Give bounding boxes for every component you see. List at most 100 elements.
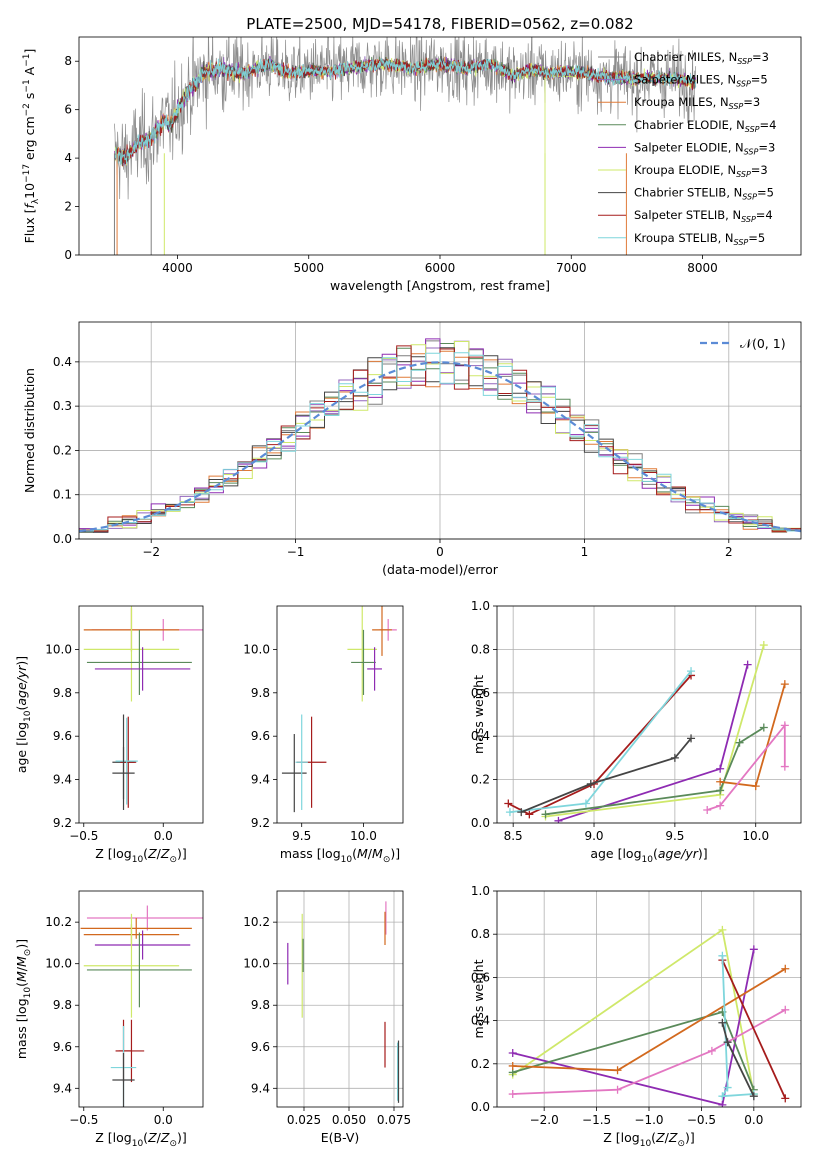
y-tick-label: 9.8 <box>53 998 72 1012</box>
histogram-kroupa_stelib <box>79 352 801 532</box>
legend-sub: SSP <box>744 147 759 156</box>
legend-entry: Salpeter MILES, NSSP=5 <box>634 73 768 89</box>
x-tick-label: 0.025 <box>287 1113 321 1127</box>
label-part: M <box>14 956 29 967</box>
label-part: 10 <box>132 855 144 865</box>
x-tick-label: 0.0 <box>154 829 173 843</box>
label-part: −1 <box>22 79 32 92</box>
label-part: ( <box>143 1130 148 1145</box>
y-tick-label: 9.6 <box>53 1040 72 1054</box>
y-tick-label: 10.0 <box>45 642 72 656</box>
label-part: age [log <box>590 846 641 861</box>
label-part: ( <box>651 1130 656 1145</box>
label-part: E(B-V) <box>321 1130 360 1145</box>
label-part: ⊙ <box>169 855 177 865</box>
legend-entry: Kroupa ELODIE, NSSP=3 <box>634 163 768 179</box>
y-tick-label: 9.2 <box>53 816 72 830</box>
label-part: Z [log <box>95 1130 131 1145</box>
panel-residuals: −2 −1 0 1 2 0.0 0.1 0.2 0.3 0.4 (data-model)/error… <box>22 321 802 577</box>
legend-text: =3 <box>752 50 769 64</box>
axes-frame <box>276 605 404 824</box>
legend-text: Chabrier MILES, N <box>634 50 737 64</box>
x-tick-label: 9.5 <box>665 829 684 843</box>
x-axis-label: Z [log10(Z/Z⊙)] <box>95 846 187 865</box>
label-part: / <box>157 1130 162 1145</box>
label-part: −17 <box>22 164 32 183</box>
y-tick-label: 9.4 <box>53 1081 72 1095</box>
point-marker <box>508 1061 517 1070</box>
x-axis-label: Z [log10(Z/Z⊙)] <box>603 1130 695 1149</box>
y-tick-label: 0.2 <box>53 443 72 457</box>
y-tick-label: 0.0 <box>471 816 490 830</box>
series-line-salpeter_elodie <box>558 664 749 822</box>
plot-area <box>79 338 801 533</box>
point-marker <box>716 786 725 795</box>
point-marker <box>505 808 514 817</box>
point-marker <box>508 1049 517 1057</box>
y-tick-label: 0.2 <box>471 1057 490 1071</box>
legend-text: =5 <box>748 231 765 245</box>
label-part: Z <box>655 1130 665 1145</box>
label-part: mass weight <box>471 675 486 754</box>
label-part: / <box>368 846 373 861</box>
label-part: )] <box>685 1130 695 1145</box>
series-line-chabrier_stelib <box>520 737 692 813</box>
legend-sub: SSP <box>736 170 751 179</box>
y-axis-label: mass weight <box>471 675 486 754</box>
plot-area <box>83 606 203 810</box>
x-tick-label: 10.0 <box>742 829 769 843</box>
x-axis-label: age [log10(age/yr)] <box>590 846 707 865</box>
legend-text: Kroupa ELODIE, N <box>634 163 736 177</box>
legend-entry: Chabrier ELODIE, NSSP=4 <box>634 118 776 134</box>
legend-sub: SSP <box>742 193 757 202</box>
y-tick-label: 1.0 <box>471 599 490 613</box>
point-marker <box>504 799 513 808</box>
panel-mass_weight_vs_Z: −2.0 −1.5 −1.0 −0.5 0.0 0.0 0.2 0.4 0.6 0.8 1.0 Z [… <box>471 884 802 1149</box>
spectrum-legend: Chabrier MILES, N SSP =3 Salpeter MILES, NS… <box>598 50 776 247</box>
point-marker <box>718 1092 727 1101</box>
y-tick-label: 9.8 <box>251 998 270 1012</box>
legend-entry: 𝒩(0, 1) <box>740 336 786 351</box>
legend-sub: SSP <box>734 238 749 247</box>
label-part: M <box>357 846 368 861</box>
y-tick-label: 10.0 <box>45 957 72 971</box>
label-part: f <box>22 203 37 209</box>
x-axis-label: mass [log10(M/M⊙)] <box>280 846 400 865</box>
label-part: / <box>14 966 29 971</box>
label-part: )] <box>177 1130 187 1145</box>
label-part: 10 <box>23 987 33 999</box>
series-line-salpeter_stelib <box>507 674 692 816</box>
series-line-salpeter_stelib <box>721 959 787 1099</box>
legend-text: Kroupa STELIB, N <box>634 231 734 245</box>
x-tick-label: 2 <box>725 545 733 559</box>
y-tick-label: 0.6 <box>471 686 490 700</box>
legend-text: Salpeter STELIB, N <box>634 208 741 222</box>
y-tick-label: 9.8 <box>251 686 270 700</box>
x-axis-label: (data-model)/error <box>382 562 499 577</box>
point-marker <box>716 777 725 786</box>
y-tick-label: 0.4 <box>471 1014 490 1028</box>
point-marker <box>508 1090 517 1099</box>
label-part: mass weight <box>471 959 486 1038</box>
point-marker <box>687 667 696 676</box>
point-marker <box>749 1092 758 1101</box>
series-line-pink <box>512 1009 786 1095</box>
point-marker <box>780 721 789 730</box>
y-tick-label: 9.4 <box>251 773 270 787</box>
x-tick-label: 0.0 <box>744 1113 763 1127</box>
series-line-salpeter_elodie <box>512 949 755 1106</box>
point-marker <box>517 808 526 817</box>
label-part: 10 <box>642 855 654 865</box>
figure-title: PLATE=2500, MJD=54178, FIBERID=0562, z=0… <box>246 15 633 33</box>
spectrum-line-chabrier_miles <box>114 37 697 200</box>
label-part: 10 <box>640 1139 652 1149</box>
y-tick-label: 4 <box>64 151 72 165</box>
label-part: wavelength [Angstrom, rest frame] <box>330 278 550 293</box>
legend-sub: SSP <box>745 125 760 134</box>
spectrum-line-kroupa_elodie <box>113 57 697 255</box>
point-marker <box>541 810 550 819</box>
x-tick-label: 4000 <box>162 261 193 275</box>
x-tick-label: −0.5 <box>687 1113 716 1127</box>
x-tick-label: 0 <box>436 545 444 559</box>
label-part: )] <box>14 939 29 949</box>
